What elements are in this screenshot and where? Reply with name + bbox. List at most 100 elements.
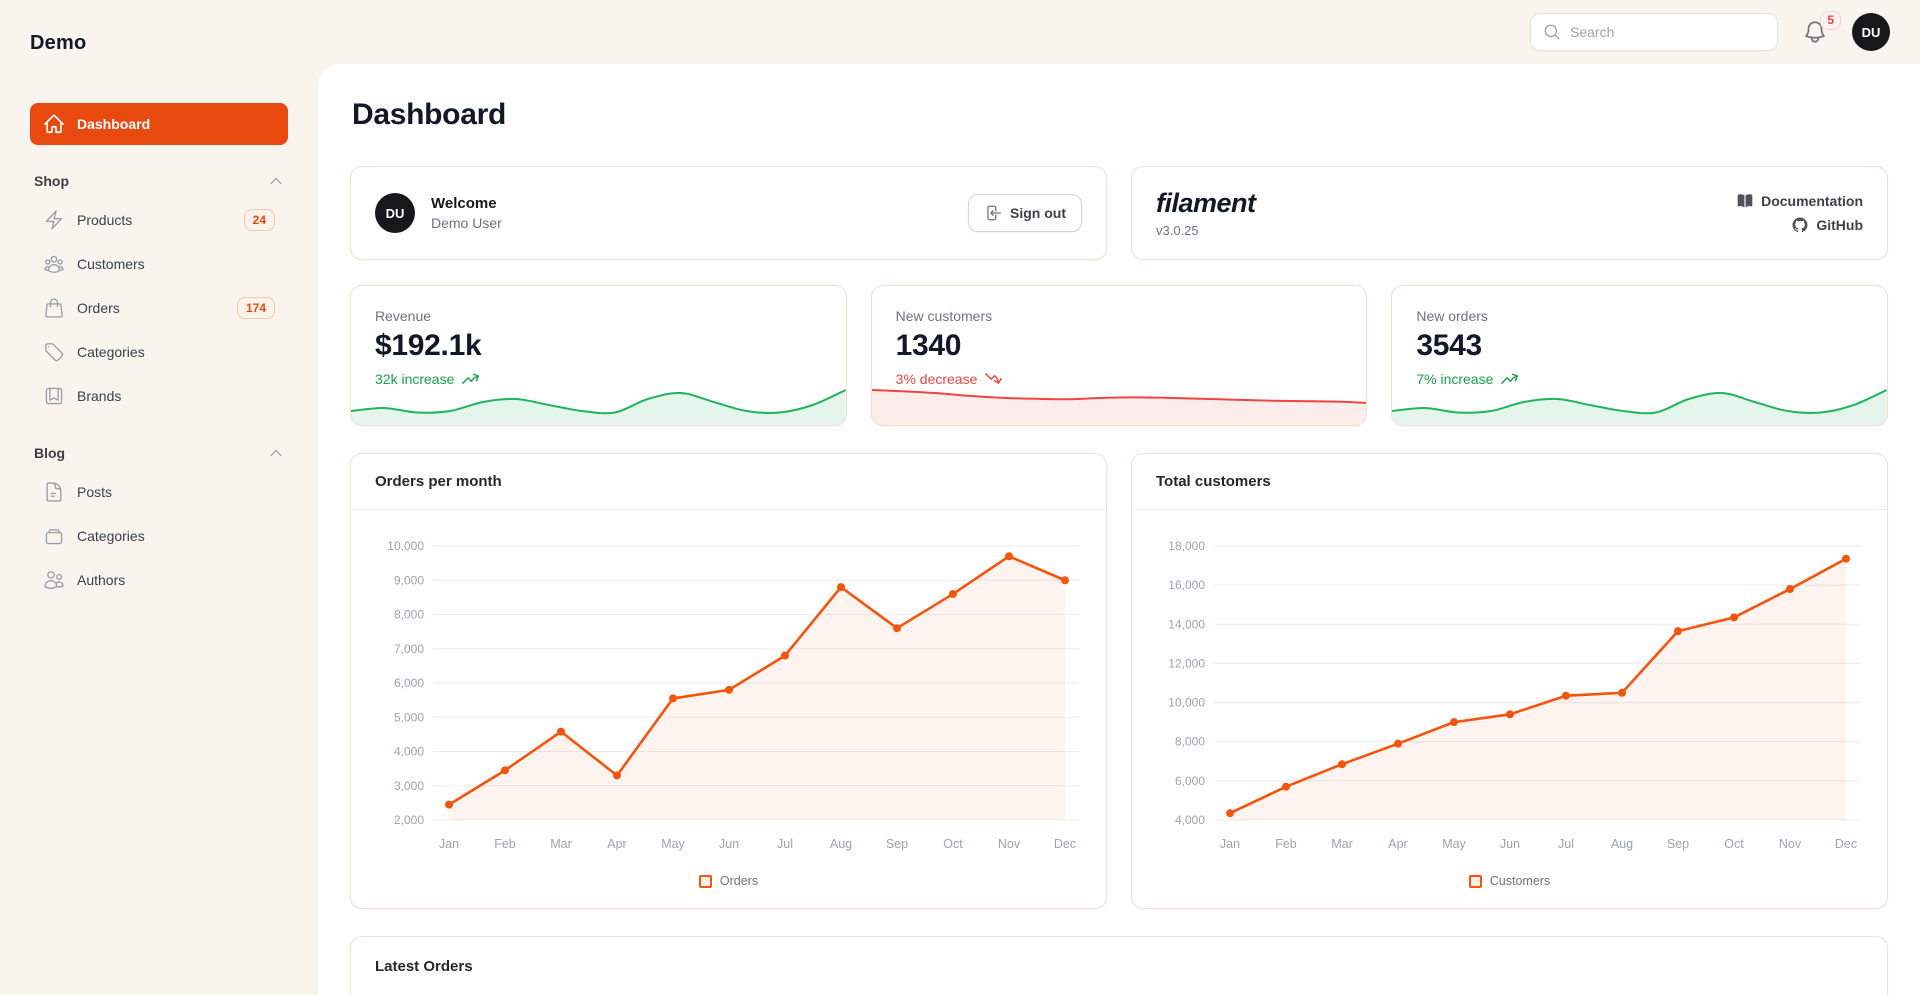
svg-text:4,000: 4,000: [394, 745, 424, 759]
svg-text:9,000: 9,000: [394, 573, 424, 587]
new-customers-sparkline: [871, 389, 1367, 425]
svg-text:Nov: Nov: [998, 837, 1021, 851]
rectangle-stack-icon: [43, 525, 65, 547]
bookmark-square-icon: [43, 385, 65, 407]
sidebar-item-products[interactable]: Products 24: [30, 199, 288, 241]
sidebar-item-label: Categories: [77, 344, 145, 360]
sidebar-group-label: Blog: [34, 445, 66, 461]
user-avatar[interactable]: DU: [1852, 13, 1890, 51]
legend-swatch: [1468, 874, 1482, 888]
total-customers-chart-card: Total customers 4,000 6,000 8,000 10,000 12,…: [1131, 453, 1888, 909]
search-input[interactable]: [1570, 24, 1765, 40]
sidebar-item-label: Orders: [77, 300, 120, 316]
chart-title: Orders per month: [351, 454, 1106, 510]
svg-text:2,000: 2,000: [394, 813, 424, 827]
svg-text:Feb: Feb: [494, 837, 516, 851]
svg-text:Jul: Jul: [777, 837, 793, 851]
welcome-card: DU Welcome Demo User Sign out: [350, 166, 1107, 260]
legend-item-customers[interactable]: Customers: [1468, 874, 1550, 888]
documentation-link[interactable]: Documentation: [1736, 192, 1863, 210]
stat-card-new-orders: New orders 3543 7% increase: [1391, 285, 1888, 426]
sidebar-item-label: Brands: [77, 388, 122, 404]
stat-value: $192.1k: [375, 329, 482, 362]
bolt-icon: [43, 209, 65, 231]
svg-text:7,000: 7,000: [394, 642, 424, 656]
sidebar-group-blog: Blog Posts Categories: [30, 445, 288, 601]
stat-value: 3543: [1416, 329, 1482, 362]
legend-swatch: [698, 874, 712, 888]
sidebar-group-label: Shop: [34, 173, 69, 189]
trending-up-icon: [1501, 373, 1519, 384]
svg-text:6,000: 6,000: [394, 676, 424, 690]
sidebar-item-label: Customers: [77, 256, 145, 272]
sidebar-item-label: Products: [77, 212, 133, 228]
notifications-count-badge: 5: [1820, 11, 1841, 30]
svg-text:18,000: 18,000: [1168, 539, 1205, 553]
sidebar-item-brands[interactable]: Brands: [30, 375, 288, 417]
svg-text:16,000: 16,000: [1168, 578, 1205, 592]
svg-text:Aug: Aug: [830, 837, 852, 851]
welcome-title: Welcome: [431, 195, 497, 212]
orders-count-badge: 174: [236, 297, 275, 319]
filament-info-card: filament v3.0.25 Documentation GitHub: [1131, 166, 1888, 260]
stat-card-new-customers: New customers 1340 3% decrease: [870, 285, 1368, 426]
svg-text:Sep: Sep: [1667, 837, 1689, 851]
stat-label: Revenue: [375, 308, 432, 324]
svg-text:Dec: Dec: [1054, 837, 1076, 851]
products-count-badge: 24: [243, 209, 275, 231]
github-link[interactable]: GitHub: [1791, 216, 1863, 234]
svg-text:6,000: 6,000: [1175, 774, 1205, 788]
sidebar-item-dashboard[interactable]: Dashboard: [30, 103, 288, 145]
svg-text:May: May: [661, 837, 685, 851]
svg-text:10,000: 10,000: [1168, 696, 1205, 710]
sidebar-group-shop: Shop Products 24 Customers: [30, 173, 288, 417]
sign-out-button[interactable]: Sign out: [968, 194, 1082, 232]
customers-line-chart: 4,000 6,000 8,000 10,000 12,000 14,000 16,000 1…: [1168, 539, 1860, 851]
stat-label: New customers: [895, 308, 993, 324]
chart-title: Total customers: [1132, 454, 1887, 510]
sidebar-item-label: Categories: [77, 528, 145, 544]
avatar: DU: [375, 193, 415, 233]
notifications-button[interactable]: 5: [1802, 11, 1841, 45]
sidebar-group-blog-header[interactable]: Blog: [30, 445, 288, 471]
svg-text:4,000: 4,000: [1175, 813, 1205, 827]
users-icon: [43, 569, 65, 591]
sidebar-item-label: Authors: [77, 572, 126, 588]
svg-text:Jan: Jan: [439, 837, 459, 851]
book-open-icon: [1737, 194, 1753, 208]
stat-value: 1340: [895, 329, 962, 362]
svg-text:Oct: Oct: [943, 837, 963, 851]
sidebar-item-posts[interactable]: Posts: [30, 471, 288, 513]
legend-item-orders[interactable]: Orders: [698, 874, 758, 888]
search-icon: [1544, 24, 1560, 40]
stat-label: New orders: [1416, 308, 1488, 324]
stat-delta: 3% decrease: [896, 369, 1343, 388]
sidebar-item-orders[interactable]: Orders 174: [30, 287, 288, 329]
home-icon: [43, 113, 65, 135]
sidebar-item-authors[interactable]: Authors: [30, 559, 288, 601]
new-orders-sparkline: [1392, 389, 1887, 425]
svg-text:10,000: 10,000: [387, 539, 424, 553]
search-box: [1530, 13, 1778, 51]
sidebar-item-blog-categories[interactable]: Categories: [30, 515, 288, 557]
user-group-icon: [43, 253, 65, 275]
svg-text:Mar: Mar: [550, 837, 572, 851]
svg-text:Apr: Apr: [607, 837, 626, 851]
shopping-bag-icon: [43, 297, 65, 319]
sidebar-nav: Dashboard Shop Products 24 Custom: [30, 103, 288, 601]
tag-icon: [43, 341, 65, 363]
sidebar: Demo Dashboard Shop Products 24: [0, 0, 318, 995]
sidebar-item-customers[interactable]: Customers: [30, 243, 288, 285]
svg-text:8,000: 8,000: [394, 608, 424, 622]
github-icon: [1792, 217, 1808, 233]
svg-text:Jan: Jan: [1220, 837, 1240, 851]
page-title: Dashboard: [352, 98, 506, 131]
svg-text:Dec: Dec: [1835, 837, 1857, 851]
latest-orders-card: Latest Orders: [350, 936, 1888, 995]
sidebar-item-shop-categories[interactable]: Categories: [30, 331, 288, 373]
stat-delta: 32k increase: [375, 369, 822, 388]
svg-text:Apr: Apr: [1388, 837, 1407, 851]
svg-text:Jun: Jun: [1500, 837, 1520, 851]
svg-text:3,000: 3,000: [394, 779, 424, 793]
sidebar-group-shop-header[interactable]: Shop: [30, 173, 288, 199]
